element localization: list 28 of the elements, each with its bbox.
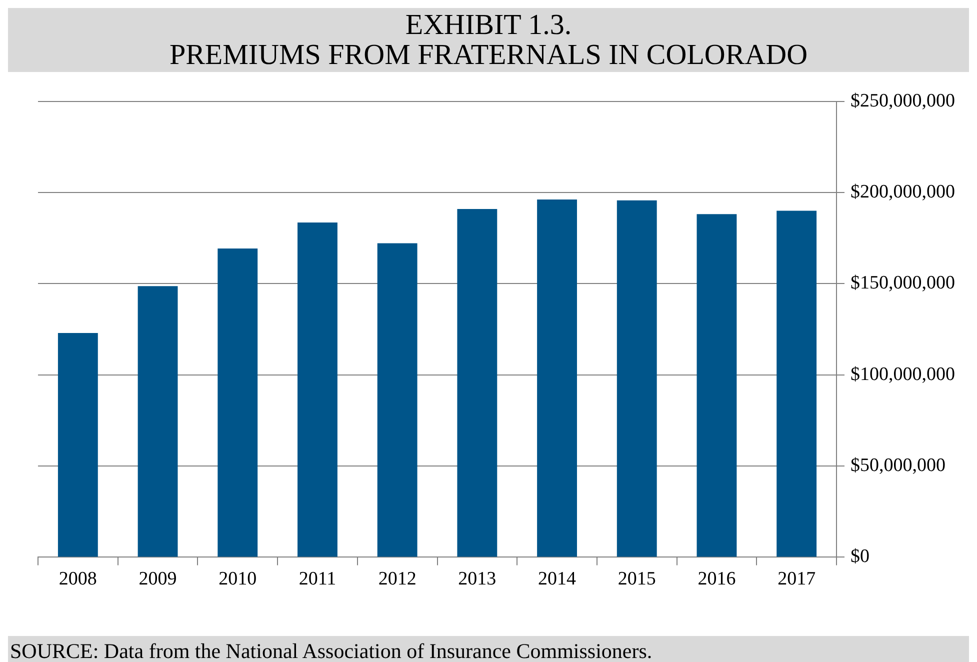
- x-tick-label: 2012: [378, 568, 416, 590]
- y-tick-label: $0: [850, 546, 870, 568]
- x-tick-label: 2016: [698, 568, 736, 590]
- y-tick-label: $150,000,000: [850, 272, 955, 294]
- bar: [457, 208, 498, 557]
- x-tick-label: 2014: [538, 568, 577, 590]
- chart-title: EXHIBIT 1.3. PREMIUMS FROM FRATERNALS IN COLORADO: [8, 8, 969, 72]
- x-tick-label: 2010: [218, 568, 257, 590]
- bar: [218, 248, 258, 557]
- x-tick-label: 2009: [138, 568, 177, 590]
- x-tick-label: 2013: [458, 568, 496, 590]
- y-tick-label: $50,000,000: [850, 455, 946, 476]
- x-tick-label: 2011: [298, 568, 336, 590]
- bar: [616, 200, 657, 557]
- x-tick-label: 2015: [618, 568, 656, 590]
- bar: [58, 332, 98, 557]
- bar: [776, 210, 817, 557]
- x-tick-label: 2008: [58, 568, 97, 590]
- bar: [537, 199, 577, 557]
- bar: [696, 214, 737, 557]
- y-tick-label: $200,000,000: [850, 182, 955, 203]
- bar: [298, 222, 338, 557]
- y-tick-label: $100,000,000: [850, 364, 955, 385]
- bar: [377, 243, 418, 557]
- y-tick-label: $250,000,000: [850, 90, 955, 112]
- bar: [138, 286, 178, 557]
- x-tick-label: 2017: [778, 568, 816, 590]
- source-note: SOURCE: Data from the National Association of Insurance Commissioners.: [8, 636, 969, 662]
